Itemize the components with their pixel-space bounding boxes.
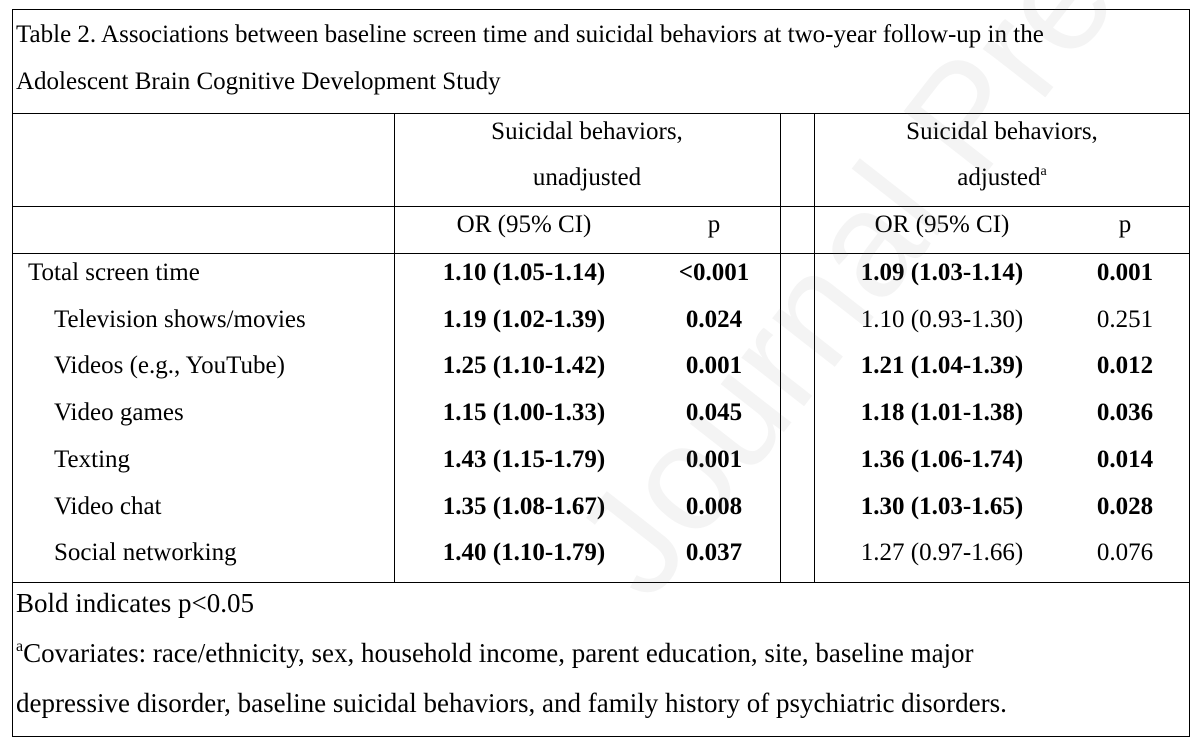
unadjusted-or-cell: 1.19 (1.02-1.39) bbox=[442, 306, 606, 333]
unadjusted-or-cell: 1.43 (1.15-1.79) bbox=[442, 446, 606, 473]
adjusted-or-cell: 1.10 (0.93-1.30) bbox=[860, 306, 1024, 333]
adjusted-p-cell: 0.001 bbox=[1096, 259, 1154, 286]
table-frame bbox=[12, 9, 1190, 737]
group-header-adjusted-line2: adjusteda bbox=[957, 164, 1047, 191]
group-header-unadjusted-line2: unadjusted bbox=[532, 164, 642, 191]
group-header-unadjusted-line1: Suicidal behaviors, bbox=[491, 118, 683, 145]
unadjusted-or-cell: 1.25 (1.10-1.42) bbox=[442, 352, 606, 379]
unadjusted-p-cell: 0.001 bbox=[685, 446, 743, 473]
footnote-bold: Bold indicates p<0.05 bbox=[16, 588, 254, 618]
unadjusted-p-cell: 0.037 bbox=[685, 539, 743, 566]
adjusted-superscript: a bbox=[1040, 164, 1047, 179]
rule-below-body bbox=[12, 582, 1190, 583]
rule-below-group-header bbox=[12, 206, 1190, 207]
unadjusted-p-cell: 0.008 bbox=[685, 493, 743, 520]
col-header-unadj-p: p bbox=[707, 211, 721, 238]
adjusted-p-cell: 0.076 bbox=[1096, 539, 1154, 566]
rule-below-column-header bbox=[12, 253, 1190, 254]
footnote-marker: a bbox=[16, 638, 24, 655]
footnote-covariates-line1: aCovariates: race/ethnicity, sex, househ… bbox=[16, 638, 974, 668]
col-header-unadj-or: OR (95% CI) bbox=[456, 211, 592, 238]
unadjusted-or-cell: 1.15 (1.00-1.33) bbox=[442, 399, 606, 426]
unadjusted-or-cell: 1.35 (1.08-1.67) bbox=[442, 493, 606, 520]
row-label: Video chat bbox=[54, 493, 162, 520]
adjusted-or-cell: 1.18 (1.01-1.38) bbox=[860, 399, 1024, 426]
col-header-adj-p: p bbox=[1118, 211, 1132, 238]
adjusted-p-cell: 0.251 bbox=[1096, 306, 1154, 333]
adjusted-p-cell: 0.014 bbox=[1096, 446, 1154, 473]
rule-below-title bbox=[12, 113, 1190, 114]
row-label: Videos (e.g., YouTube) bbox=[54, 352, 285, 379]
table-title-line-2: Adolescent Brain Cognitive Development S… bbox=[16, 68, 501, 95]
adjusted-or-cell: 1.21 (1.04-1.39) bbox=[860, 352, 1024, 379]
group-header-adjusted-line1: Suicidal behaviors, bbox=[906, 118, 1098, 145]
adjusted-or-cell: 1.36 (1.06-1.74) bbox=[860, 446, 1024, 473]
adjusted-or-cell: 1.09 (1.03-1.14) bbox=[860, 259, 1024, 286]
row-label: Television shows/movies bbox=[54, 306, 306, 333]
unadjusted-p-cell: 0.045 bbox=[685, 399, 743, 426]
adjusted-p-cell: 0.036 bbox=[1096, 399, 1154, 426]
adjusted-p-cell: 0.012 bbox=[1096, 352, 1154, 379]
rule-col-label-divider bbox=[394, 113, 395, 582]
row-label: Video games bbox=[54, 399, 184, 426]
adjusted-p-cell: 0.028 bbox=[1096, 493, 1154, 520]
unadjusted-p-cell: 0.024 bbox=[685, 306, 743, 333]
col-header-adj-or: OR (95% CI) bbox=[874, 211, 1010, 238]
unadjusted-or-cell: 1.40 (1.10-1.79) bbox=[442, 539, 606, 566]
rule-gap-left bbox=[780, 113, 781, 582]
row-label: Social networking bbox=[54, 539, 237, 566]
unadjusted-or-cell: 1.10 (1.05-1.14) bbox=[442, 259, 606, 286]
footnote-covariates-line2: depressive disorder, baseline suicidal b… bbox=[16, 688, 1007, 718]
adjusted-or-cell: 1.30 (1.03-1.65) bbox=[860, 493, 1024, 520]
unadjusted-p-cell: <0.001 bbox=[678, 259, 750, 286]
row-label: Texting bbox=[54, 446, 131, 473]
row-label: Total screen time bbox=[28, 259, 200, 286]
adjusted-or-cell: 1.27 (0.97-1.66) bbox=[860, 539, 1024, 566]
rule-gap-right bbox=[814, 113, 815, 582]
unadjusted-p-cell: 0.001 bbox=[685, 352, 743, 379]
table-title-line-1: Table 2. Associations between baseline s… bbox=[16, 21, 1044, 48]
